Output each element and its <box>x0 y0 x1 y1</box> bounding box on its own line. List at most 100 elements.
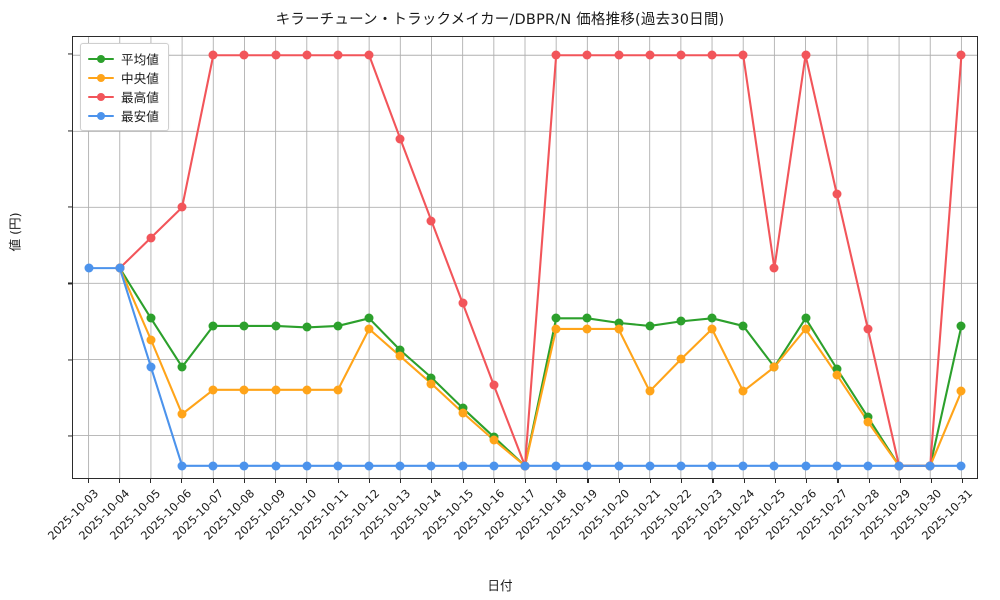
data-point <box>426 461 436 471</box>
data-point <box>333 321 343 331</box>
data-point <box>333 50 343 60</box>
data-point <box>863 417 873 427</box>
x-tick-mark <box>712 479 714 483</box>
data-point <box>614 318 624 328</box>
plot-area <box>72 36 978 479</box>
data-point <box>832 461 842 471</box>
data-point <box>239 461 249 471</box>
data-point <box>520 461 530 471</box>
data-point <box>832 370 842 380</box>
x-tick-mark <box>431 479 433 483</box>
data-point <box>894 461 904 471</box>
data-point <box>956 386 966 396</box>
data-point <box>458 408 468 418</box>
legend-label: 中央値 <box>121 71 159 86</box>
x-tick-mark <box>806 479 808 483</box>
data-point <box>769 362 779 372</box>
legend-swatch-icon <box>88 53 114 65</box>
x-tick-mark <box>150 479 152 483</box>
series-lines <box>87 54 963 467</box>
legend-item-0[interactable]: 平均値 <box>88 49 159 68</box>
data-point <box>208 50 218 60</box>
data-point <box>302 461 312 471</box>
x-tick-mark <box>525 479 527 483</box>
data-point <box>146 313 156 323</box>
data-point <box>239 50 249 60</box>
y-axis-label: 値 (円) <box>7 212 23 252</box>
legend-item-1[interactable]: 中央値 <box>88 68 159 87</box>
data-point <box>676 50 686 60</box>
data-point <box>208 461 218 471</box>
y-tick-mark <box>68 282 72 285</box>
x-tick-mark <box>337 479 339 483</box>
data-point <box>801 324 811 334</box>
data-point <box>645 50 655 60</box>
legend-label: 平均値 <box>121 52 159 67</box>
data-point <box>582 461 592 471</box>
x-tick-mark <box>368 479 370 483</box>
data-point <box>863 461 873 471</box>
data-point <box>146 335 156 345</box>
x-tick-mark <box>493 479 495 483</box>
series-line-1 <box>118 267 963 467</box>
data-point <box>707 313 717 323</box>
legend-label: 最高値 <box>121 90 159 105</box>
legend-swatch-icon <box>88 110 114 122</box>
x-tick-mark <box>212 479 214 483</box>
legend-swatch-icon <box>88 91 114 103</box>
data-point <box>208 321 218 331</box>
data-point <box>676 316 686 326</box>
data-point <box>395 134 405 144</box>
x-tick-mark <box>899 479 901 483</box>
x-tick-mark <box>556 479 558 483</box>
legend-item-2[interactable]: 最高値 <box>88 87 159 106</box>
x-tick-mark <box>181 479 183 483</box>
data-point <box>333 461 343 471</box>
x-tick-mark <box>462 479 464 483</box>
data-point <box>801 313 811 323</box>
data-point <box>146 362 156 372</box>
data-point <box>458 298 468 308</box>
data-point <box>115 263 125 273</box>
data-point <box>489 435 499 445</box>
data-point <box>302 50 312 60</box>
chart-legend: 平均値中央値最高値 最安値 <box>80 43 169 131</box>
data-point <box>645 386 655 396</box>
data-point <box>582 50 592 60</box>
data-point <box>956 321 966 331</box>
data-point <box>769 263 779 273</box>
data-point <box>707 461 717 471</box>
data-point <box>364 461 374 471</box>
data-point <box>551 313 561 323</box>
data-point <box>302 385 312 395</box>
chart-title: キラーチューン・トラックメイカー/DBPR/N 価格推移(過去30日間) <box>275 12 725 28</box>
data-point <box>146 233 156 243</box>
data-point <box>333 385 343 395</box>
data-point <box>302 322 312 332</box>
data-point <box>738 386 748 396</box>
data-point <box>426 379 436 389</box>
x-tick-mark <box>587 479 589 483</box>
series-line-0 <box>118 267 963 467</box>
x-tick-mark <box>962 479 964 483</box>
y-tick-mark <box>68 53 72 55</box>
data-point <box>364 324 374 334</box>
data-point <box>863 412 873 422</box>
data-point <box>956 461 966 471</box>
legend-item-3[interactable]: 最安値 <box>88 106 159 125</box>
x-tick-mark <box>118 479 120 483</box>
data-point <box>801 50 811 60</box>
data-point <box>832 189 842 199</box>
data-point <box>458 403 468 413</box>
data-point <box>676 461 686 471</box>
data-point <box>614 324 624 334</box>
data-point <box>832 364 842 373</box>
data-point <box>551 461 561 471</box>
data-point <box>489 380 499 390</box>
legend-swatch-icon <box>88 72 114 84</box>
data-point <box>738 461 748 471</box>
data-point <box>458 461 468 471</box>
data-point <box>707 50 717 60</box>
data-point <box>582 313 592 323</box>
